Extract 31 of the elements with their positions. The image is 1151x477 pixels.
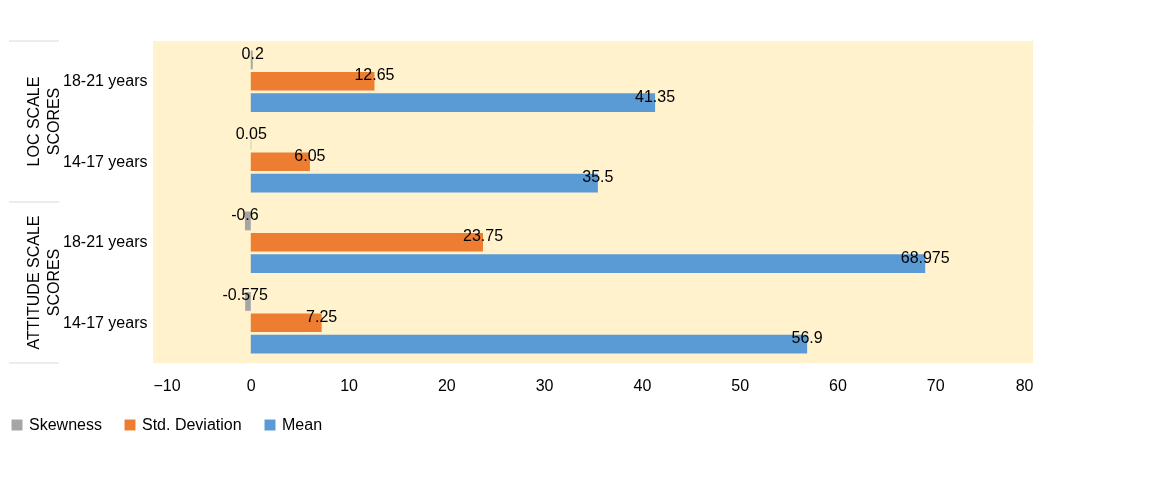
data-label: 12.65 bbox=[354, 66, 395, 84]
data-label: 23.75 bbox=[462, 227, 504, 245]
text: LOC SCALE SCORES bbox=[25, 76, 62, 167]
legend-label: Skewness bbox=[29, 416, 102, 433]
y-tick-label: 14-17 years bbox=[63, 313, 148, 331]
x-tick-label: 50 bbox=[731, 376, 750, 394]
x-tick-label: 70 bbox=[926, 376, 945, 394]
x-tick-label: 10 bbox=[340, 376, 359, 394]
x-tick-label: 30 bbox=[535, 376, 554, 394]
x-tick-label: 40 bbox=[633, 376, 652, 394]
x-tick-label: 0 bbox=[246, 376, 256, 394]
data-label: -0.6 bbox=[231, 205, 259, 223]
data-label: -0.575 bbox=[222, 286, 268, 304]
x-tick-label: 80 bbox=[1015, 376, 1034, 394]
x-tick-label: 60 bbox=[829, 376, 847, 394]
legend-label: Mean bbox=[282, 416, 323, 433]
x-tick-label: 20 bbox=[437, 376, 456, 394]
legend-label: Std. Deviation bbox=[142, 416, 242, 433]
data-label: 56.9 bbox=[791, 329, 823, 347]
data-label: 68.975 bbox=[900, 248, 950, 266]
text: ATTITUDE SCALE SCORES bbox=[25, 215, 62, 350]
y-tick-label: 14-17 years bbox=[63, 152, 148, 170]
y-tick-label: 18-21 years bbox=[63, 72, 148, 90]
data-label: 0.05 bbox=[235, 125, 267, 143]
y-tick-label: 18-21 years bbox=[63, 233, 148, 251]
data-label: 7.25 bbox=[306, 307, 338, 325]
data-label: 35.5 bbox=[582, 168, 614, 186]
data-label: 0.2 bbox=[241, 44, 264, 62]
x-tick-label: −10 bbox=[153, 376, 181, 394]
data-label: 41.35 bbox=[635, 87, 676, 105]
data-label: 6.05 bbox=[294, 146, 326, 164]
